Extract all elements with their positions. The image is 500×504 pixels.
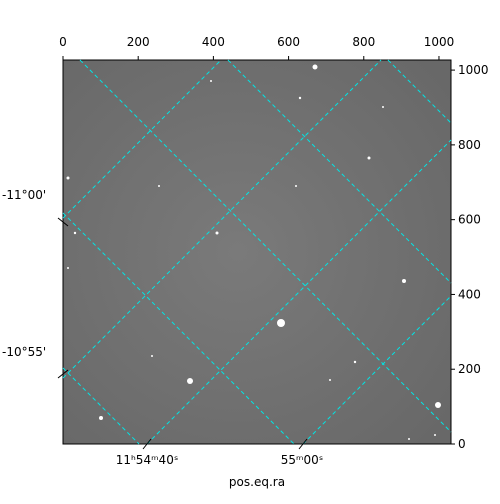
x-axis-label: pos.eq.ra xyxy=(229,475,285,489)
world-y-tick-label: -11°00' xyxy=(2,188,46,202)
x-tick-label: 200 xyxy=(127,35,150,49)
world-grid xyxy=(62,59,452,445)
world-ticks xyxy=(57,217,308,450)
world-x-tick-label: 55ᵐ00ˢ xyxy=(281,453,324,467)
y-tick-label: 200 xyxy=(458,362,481,376)
y-tick-label: 800 xyxy=(458,138,481,152)
world-x-tick-label: 11ʰ54ᵐ40ˢ xyxy=(116,453,179,467)
sky-image xyxy=(62,59,452,445)
y-tick-label: 1000 xyxy=(458,63,489,77)
y-tick-label: 600 xyxy=(458,213,481,227)
x-tick-label: 600 xyxy=(277,35,300,49)
x-tick-label: 400 xyxy=(202,35,225,49)
x-tick-label: 1000 xyxy=(424,35,455,49)
y-tick-label: 400 xyxy=(458,287,481,301)
x-tick-label: 0 xyxy=(59,35,67,49)
x-tick-label: 800 xyxy=(352,35,375,49)
y-tick-label: 0 xyxy=(458,437,466,451)
stars xyxy=(66,64,441,440)
world-y-tick-label: -10°55' xyxy=(2,345,46,359)
